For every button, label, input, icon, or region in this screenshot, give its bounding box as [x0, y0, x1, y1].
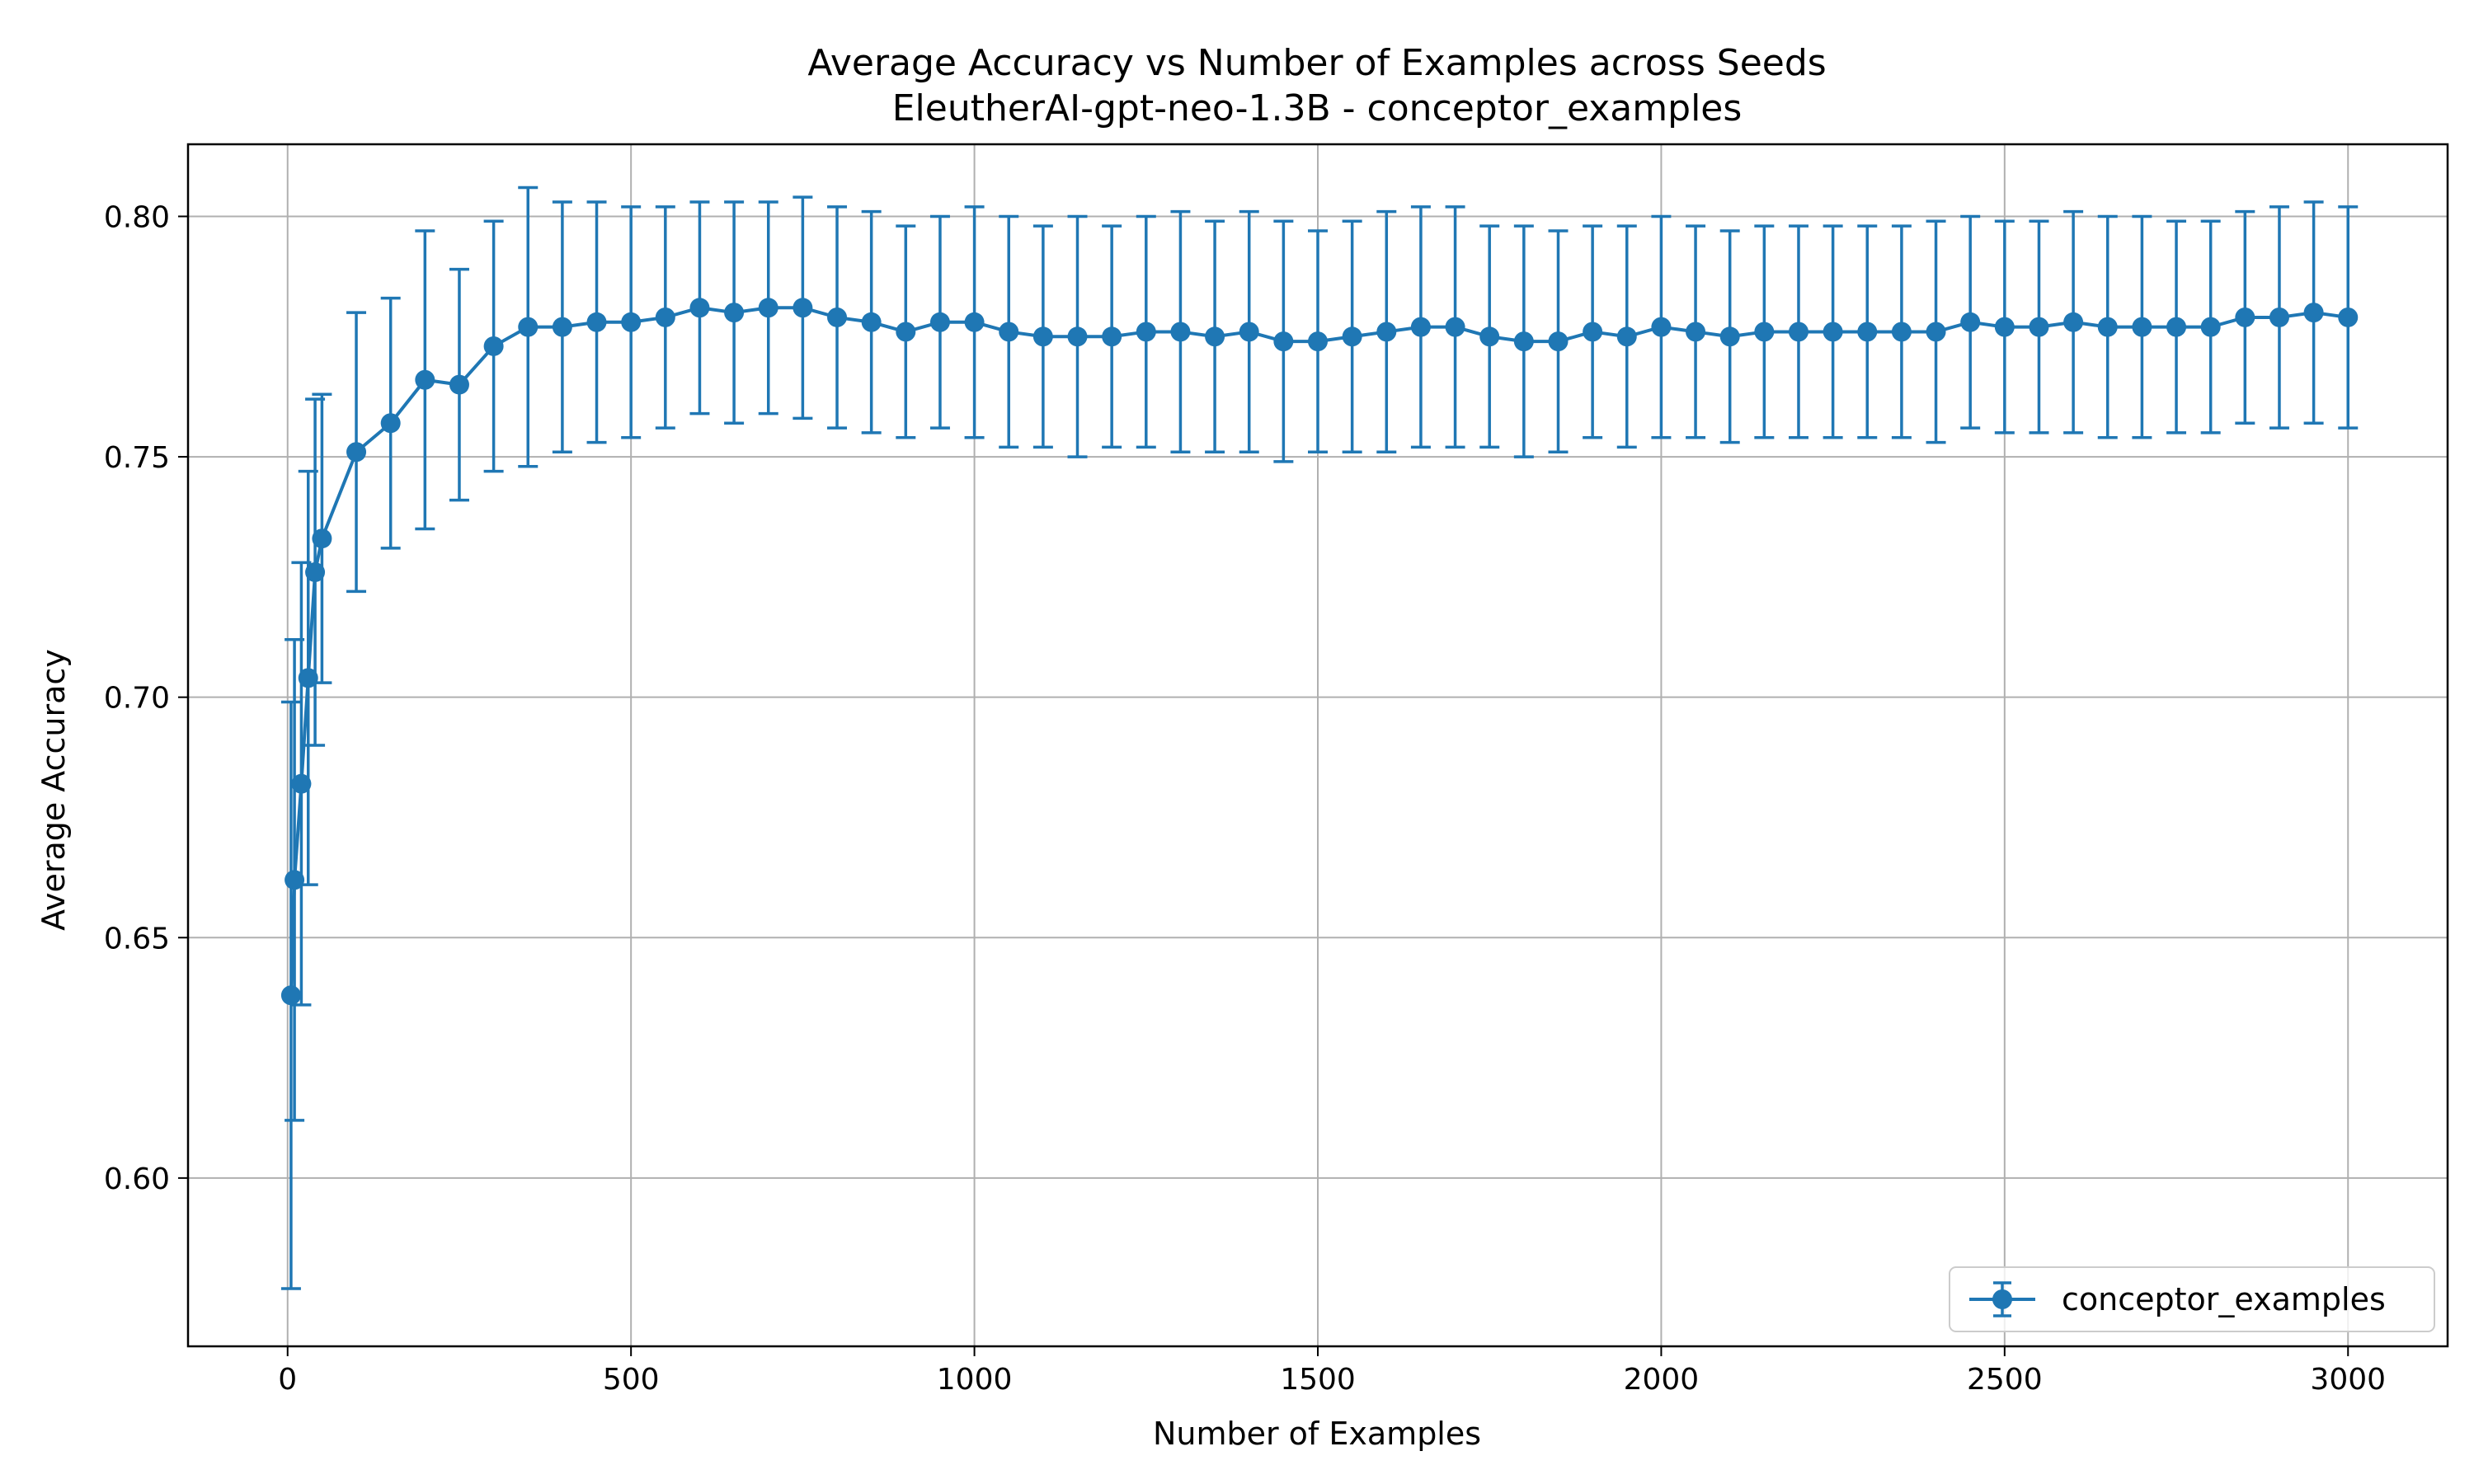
data-point	[380, 413, 401, 434]
x-tick-label: 1000	[937, 1363, 1013, 1397]
y-tick-label: 0.60	[104, 1162, 170, 1196]
data-point	[1445, 317, 1465, 337]
data-point	[1651, 317, 1672, 337]
data-point	[1788, 322, 1808, 342]
data-point	[1032, 326, 1053, 347]
data-point	[1376, 322, 1397, 342]
data-point	[1308, 331, 1328, 352]
data-point	[1960, 312, 1981, 332]
data-point	[1205, 326, 1225, 347]
data-point	[298, 668, 318, 688]
data-point	[1719, 326, 1740, 347]
data-point	[655, 307, 675, 327]
data-point	[312, 528, 332, 549]
data-point	[1170, 322, 1191, 342]
x-axis-label: Number of Examples	[1153, 1416, 1481, 1452]
y-axis-label: Average Accuracy	[35, 649, 72, 931]
data-point	[896, 322, 916, 342]
data-point	[1102, 326, 1122, 347]
x-tick-label: 2500	[1967, 1363, 2043, 1397]
data-point	[2029, 317, 2049, 337]
x-tick-label: 0	[278, 1363, 297, 1397]
data-point	[2097, 317, 2118, 337]
data-point	[305, 562, 326, 583]
data-point	[758, 298, 778, 318]
chart-title: Average Accuracy vs Number of Examples a…	[807, 42, 1826, 84]
data-point	[2338, 307, 2359, 327]
data-point	[793, 298, 813, 318]
data-point	[285, 870, 305, 890]
data-point	[1857, 322, 1878, 342]
data-point	[2132, 317, 2152, 337]
x-axis-ticks: 0 500 1000 1500 2000 2500 3000	[278, 1346, 2386, 1397]
chart-subtitle: EleutherAI-gpt-neo-1.3B - conceptor_exam…	[892, 87, 1743, 129]
x-tick-label: 500	[603, 1363, 660, 1397]
data-point	[929, 312, 950, 332]
data-point	[280, 985, 301, 1006]
legend: conceptor_examples	[1949, 1266, 2435, 1332]
data-point	[2303, 303, 2324, 323]
y-tick-label: 0.70	[104, 682, 170, 716]
data-point	[1136, 322, 1156, 342]
y-tick-label: 0.75	[104, 441, 170, 475]
data-point	[1686, 322, 1706, 342]
x-tick-label: 3000	[2310, 1363, 2386, 1397]
data-point	[1513, 331, 1534, 352]
data-point	[621, 312, 642, 332]
data-point	[1239, 322, 1259, 342]
legend-handle	[1969, 1281, 2035, 1317]
data-point	[586, 312, 607, 332]
x-tick-label: 2000	[1624, 1363, 1700, 1397]
data-point	[1754, 322, 1775, 342]
data-point	[1273, 331, 1294, 352]
data-point	[1548, 331, 1569, 352]
data-point	[689, 298, 710, 318]
data-point	[999, 322, 1019, 342]
data-point	[2166, 317, 2187, 337]
x-tick-label: 1500	[1280, 1363, 1356, 1397]
data-point	[1926, 322, 1946, 342]
data-point	[1342, 326, 1362, 347]
data-point	[964, 312, 985, 332]
data-point	[518, 317, 539, 337]
data-point	[291, 773, 312, 794]
data-point	[2063, 312, 2084, 332]
data-point	[1067, 326, 1088, 347]
data-point	[483, 336, 504, 356]
data-point	[724, 303, 745, 323]
data-point	[1616, 326, 1637, 347]
data-point	[827, 307, 848, 327]
data-point	[1410, 317, 1431, 337]
data-point	[1823, 322, 1843, 342]
data-point	[1479, 326, 1500, 347]
y-tick-label: 0.80	[104, 200, 170, 234]
y-axis-ticks: 0.60 0.65 0.70 0.75 0.80	[104, 200, 188, 1196]
legend-label: conceptor_examples	[2062, 1281, 2386, 1317]
data-point	[861, 312, 882, 332]
data-point	[449, 374, 469, 395]
data-markers	[280, 298, 2359, 1006]
data-point	[415, 369, 435, 390]
data-point	[2235, 307, 2255, 327]
data-point	[1994, 317, 2015, 337]
data-point	[2269, 307, 2289, 327]
data-point	[346, 442, 367, 463]
legend-box	[1949, 1266, 2435, 1332]
data-point	[2200, 317, 2221, 337]
data-point	[552, 317, 572, 337]
data-point	[1891, 322, 1912, 342]
data-point	[1583, 322, 1603, 342]
y-tick-label: 0.65	[104, 922, 170, 956]
